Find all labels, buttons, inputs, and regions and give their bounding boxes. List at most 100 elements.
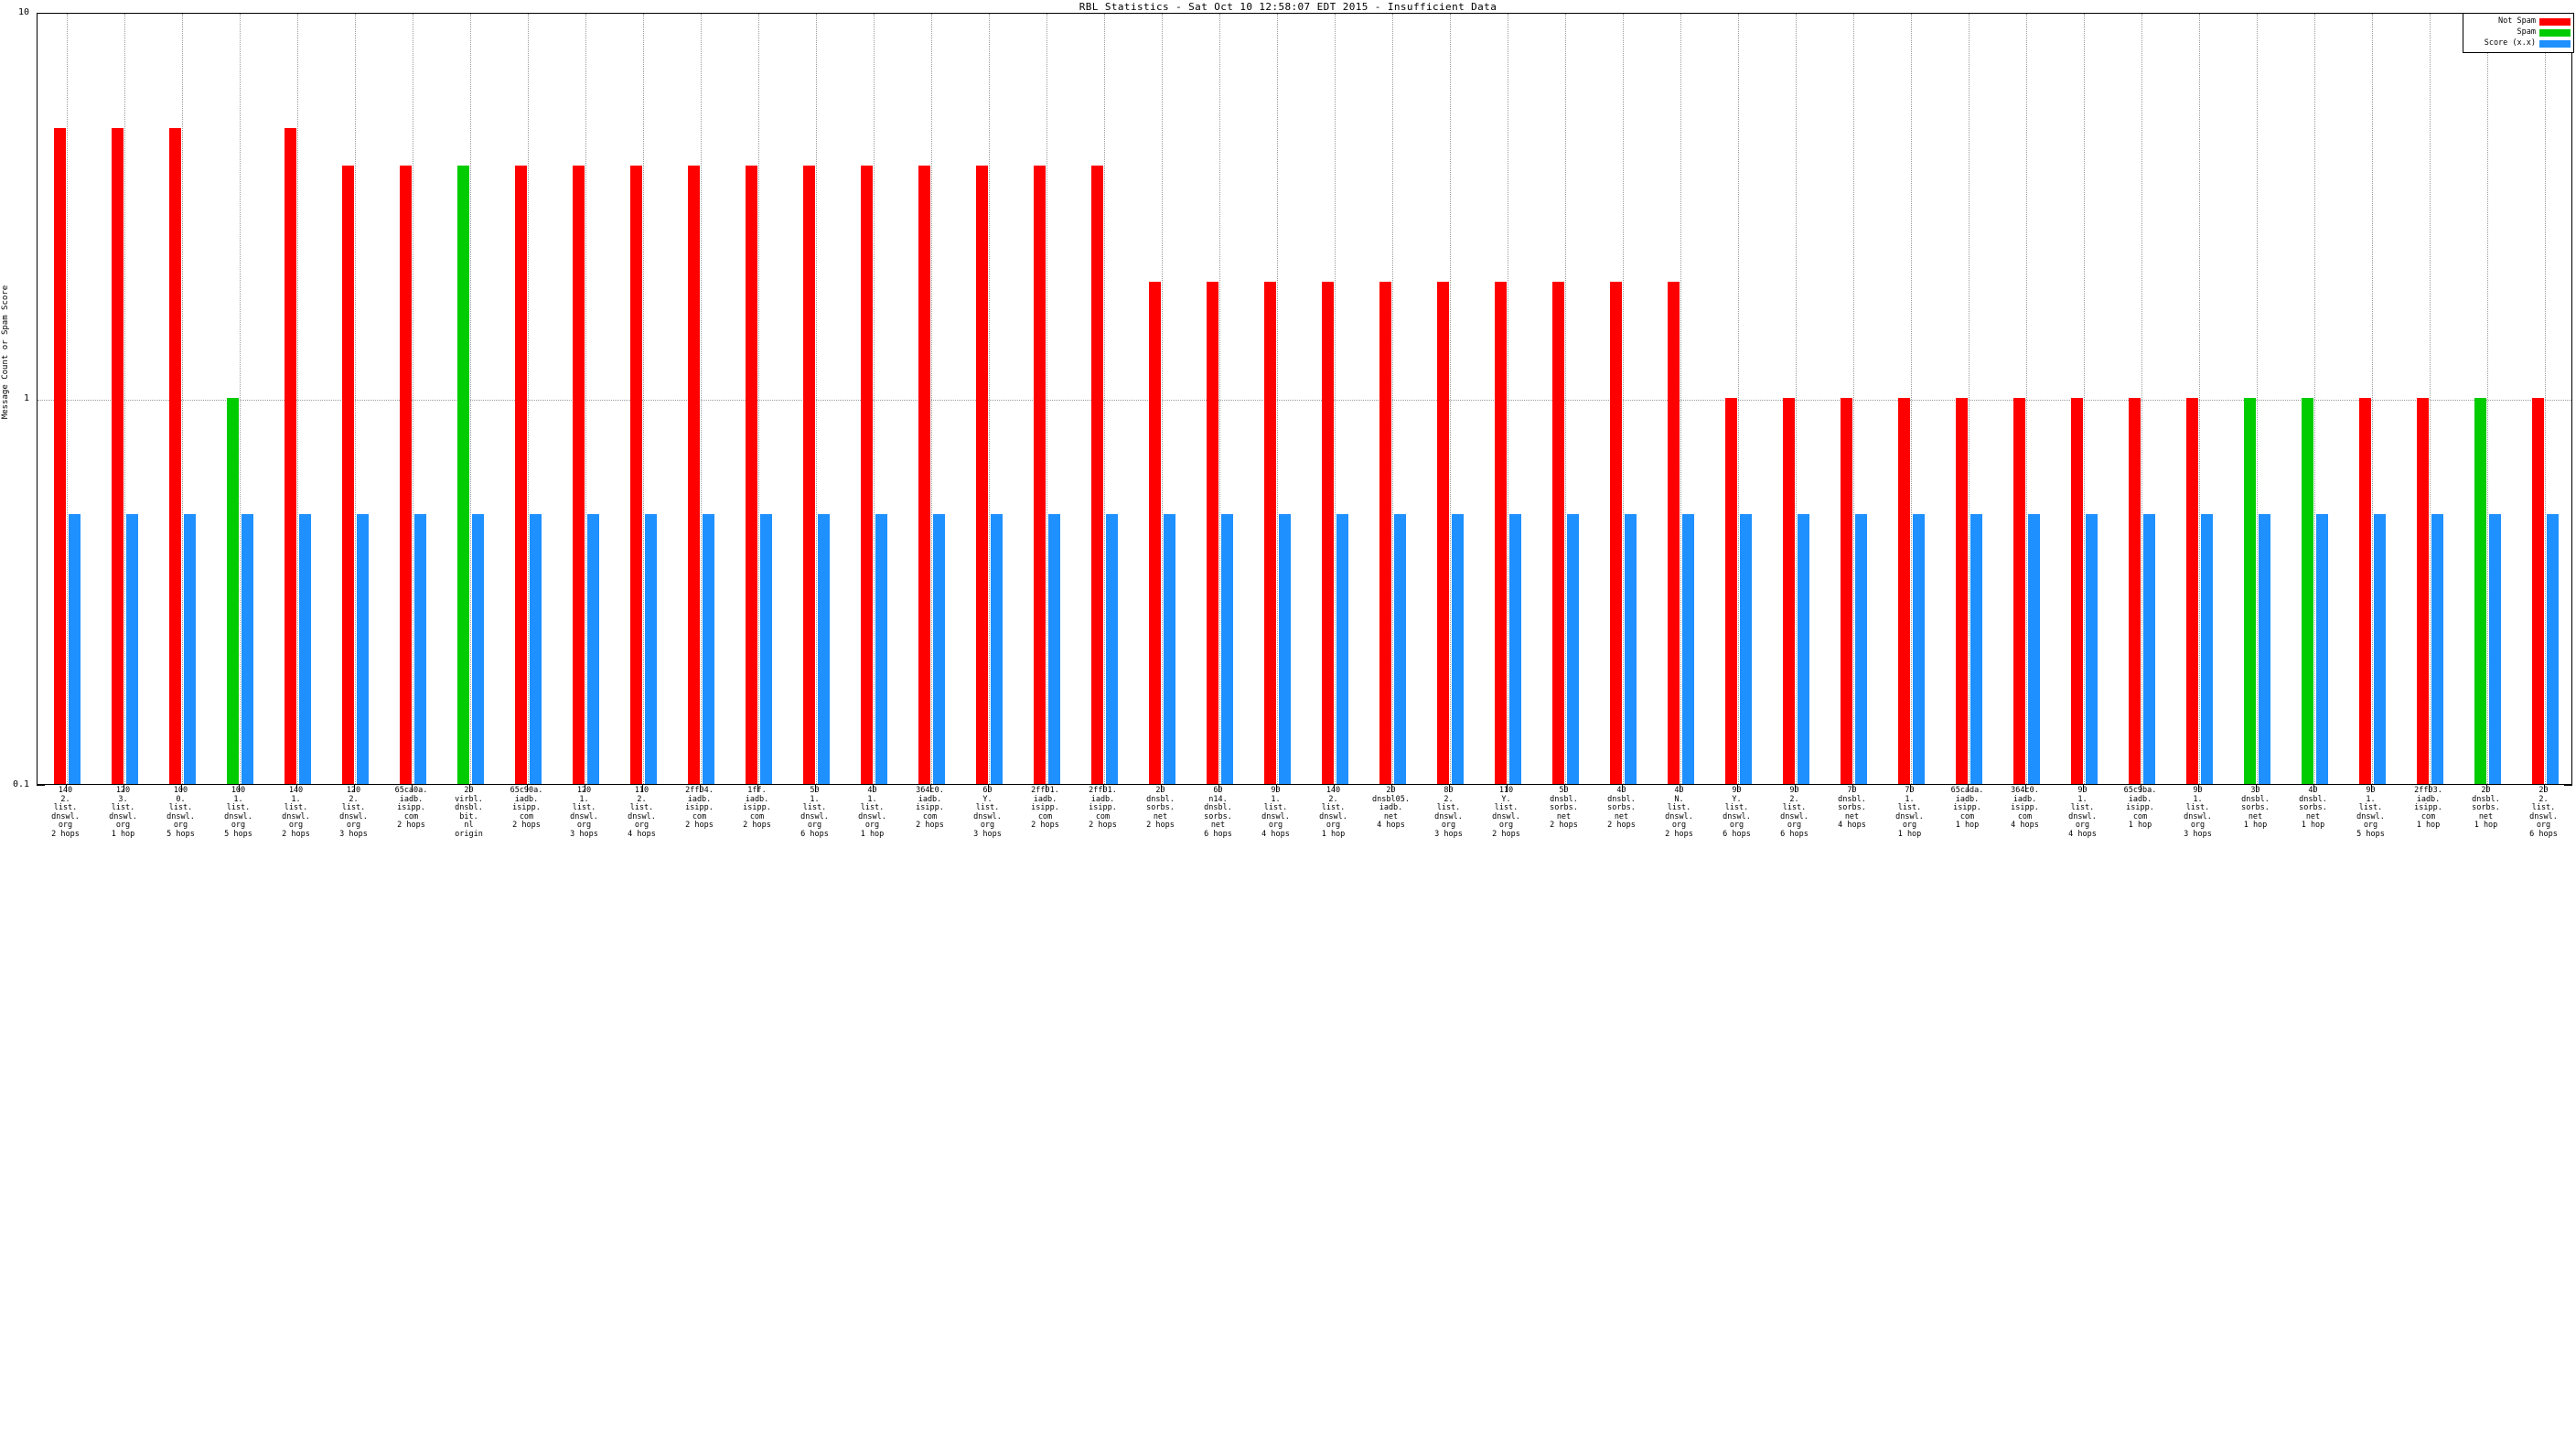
x-axis-label-line: 2. (2538, 794, 2549, 804)
x-axis-label-line: com (2017, 811, 2033, 821)
bar-not-spam (2070, 398, 2083, 784)
x-axis-label-line: 110 (1498, 786, 1514, 795)
vertical-gridline (469, 14, 471, 784)
x-axis-label-line: 1. (2077, 794, 2088, 804)
x-axis-label-line: 1 hop (2474, 821, 2498, 831)
bar-score (1854, 514, 1867, 784)
y-axis-tick-mark (37, 785, 45, 786)
x-axis-tick-mark (238, 785, 240, 792)
x-axis-label-line: 2 hops (1089, 821, 1117, 831)
vertical-gridline (354, 14, 356, 784)
vertical-gridline (1103, 14, 1105, 784)
x-axis-group-label: 90 1. list. dnswl. org 4 hops (2054, 786, 2111, 840)
x-axis-tick-mark (641, 785, 643, 792)
x-axis-label-line: dnsbl. (455, 803, 483, 813)
x-axis-label-line: net (2478, 811, 2494, 821)
x-axis-tick-mark (2024, 785, 2026, 792)
vertical-gridline (642, 14, 644, 784)
x-axis-label-line: Y. (1501, 794, 1511, 804)
x-axis-label-line: sorbs. (2299, 803, 2327, 813)
x-axis-label-line: org (1498, 821, 1514, 831)
x-axis-label-line: net (1556, 811, 1572, 821)
x-axis-label-line: sorbs. (1838, 803, 1866, 813)
x-axis-label-line: 2 hops (51, 829, 80, 839)
vertical-gridline (66, 14, 68, 784)
vertical-gridline (1161, 14, 1163, 784)
x-axis-label-line: list. (1321, 803, 1346, 813)
x-axis-label-line: dnsbl. (1838, 794, 1866, 804)
x-axis-label-line: 70 (1847, 786, 1857, 795)
x-axis-label-line: org (346, 821, 361, 831)
x-axis-group-label: 50 1. list. dnswl. org 6 hops (786, 786, 843, 840)
bar-not-spam (1033, 165, 1046, 784)
x-axis-label-line: net (1383, 811, 1399, 821)
bar-not-spam (1724, 398, 1737, 784)
x-axis-tick-mark (2082, 785, 2084, 792)
bar-spam (2474, 398, 2486, 784)
x-axis-label-line: iadb. (1379, 803, 1403, 813)
x-axis-label-line: dnswl. (570, 811, 598, 821)
x-axis-tick-mark (1621, 785, 1623, 792)
bar-score (2488, 514, 2501, 784)
x-axis-tick-mark (2428, 785, 2430, 792)
x-axis-label-line: list. (629, 803, 654, 813)
x-axis-label-line: list. (1782, 803, 1807, 813)
x-axis-label-line: Y. (1732, 794, 1742, 804)
x-axis-group-label: 364c0. iadb. isipp. com 4 hops (1996, 786, 2054, 831)
x-axis-label-line: iadb. (2416, 794, 2441, 804)
bar-not-spam (1379, 281, 1391, 784)
vertical-gridline (527, 14, 529, 784)
bar-not-spam (2012, 398, 2025, 784)
x-axis-label-line: 1. (810, 794, 820, 804)
x-axis-label-line: dnswl. (51, 811, 80, 821)
x-axis-group-label: 20 dnsbl05. iadb. net 4 hops (1362, 786, 1420, 831)
bar-score (2200, 514, 2213, 784)
x-axis-label-line: 1 hop (1897, 829, 1922, 839)
x-axis-label-line: sorbs. (1607, 803, 1636, 813)
bar-not-spam (2358, 398, 2371, 784)
x-axis-label-line: list. (1436, 803, 1461, 813)
bar-not-spam (918, 165, 930, 784)
x-axis-label-line: 65ca0a. (394, 786, 428, 795)
x-axis-label-line: 5 hops (224, 829, 252, 839)
bar-score (2431, 514, 2443, 784)
x-axis-label-line: 50 (1559, 786, 1569, 795)
x-axis-label-line: 4 hops (2068, 829, 2097, 839)
x-axis-tick-mark (468, 785, 470, 792)
x-axis-label-line: 2ff01. (1031, 786, 1059, 795)
x-axis-group-label: 140 1. list. dnswl. org 2 hops (267, 786, 325, 840)
x-axis-label-line: com (692, 811, 707, 821)
y-axis-tick-label: 10 (17, 7, 29, 17)
x-axis-group-label: 100 0. list. dnswl. org 5 hops (152, 786, 209, 840)
x-axis-tick-mark (2370, 785, 2372, 792)
bar-not-spam (745, 165, 757, 784)
bar-score (1797, 514, 1809, 784)
x-axis-group-label: 65c90a. iadb. isipp. com 2 hops (498, 786, 555, 831)
x-axis-label-line: org (2536, 821, 2551, 831)
x-axis-label-line: 3 hops (339, 829, 368, 839)
x-axis-group-label: 90 1. list. dnswl. org 5 hops (2342, 786, 2399, 840)
bar-score (1220, 514, 1233, 784)
bar-spam (226, 398, 239, 784)
x-axis-tick-mark (180, 785, 182, 792)
bar-not-spam (860, 165, 873, 784)
bar-score (2315, 514, 2328, 784)
x-axis-label-line: 1 hop (1955, 821, 1980, 831)
y-axis-tick-mark (2564, 785, 2572, 786)
x-axis-label-line: isipp. (512, 803, 541, 813)
bar-not-spam (53, 128, 66, 784)
x-axis-label-line: 120 (346, 786, 361, 795)
x-axis-label-line: isipp. (1031, 803, 1059, 813)
x-axis-label-line: 4 hops (1377, 821, 1405, 831)
x-axis-tick-mark (1736, 785, 1738, 792)
vertical-gridline (181, 14, 183, 784)
x-axis-tick-labels: 140 2. list. dnswl. org 2 hops 120 3. list. dnswl… (37, 786, 2572, 896)
x-axis-label-line: com (922, 811, 938, 821)
x-axis-label-line: isipp. (2011, 803, 2039, 813)
x-axis-label-line: 2. (1789, 794, 1799, 804)
bar-score (1566, 514, 1579, 784)
bar-score (1739, 514, 1752, 784)
x-axis-label-line: org (1326, 821, 1341, 831)
bar-score (2085, 514, 2098, 784)
